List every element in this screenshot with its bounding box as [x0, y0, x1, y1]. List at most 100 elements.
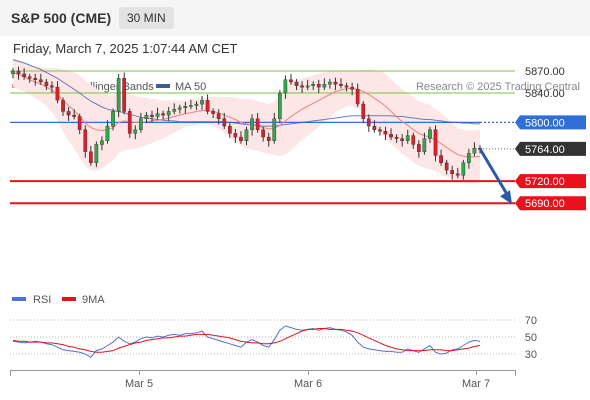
candle-body [372, 125, 377, 130]
candle-body [394, 136, 399, 139]
bollinger-band [13, 57, 480, 184]
support-price-label: 5690.00 [525, 198, 565, 210]
candle-body [361, 103, 366, 119]
candle-body [328, 81, 332, 85]
ma20-line [12, 71, 481, 158]
candle-body [33, 78, 38, 81]
candle-body [38, 79, 43, 83]
candle-body [150, 114, 154, 117]
pivot-price-label: 5800.00 [525, 117, 565, 129]
candle-body [255, 118, 260, 130]
candle-body [244, 129, 249, 141]
candle-body [289, 79, 293, 83]
timestamp: Friday, March 7, 2025 1:07:44 AM CET [13, 41, 238, 56]
candle-body [400, 138, 404, 142]
candle-body [311, 83, 315, 86]
candle-body [94, 144, 99, 163]
candle-body [455, 173, 460, 176]
candle-body [389, 133, 393, 138]
candle-body [266, 136, 271, 142]
rsi-legend-swatch [12, 297, 26, 301]
candle-body [300, 85, 304, 88]
candle-body [177, 107, 182, 110]
candle-body [383, 130, 388, 135]
support-price-label: 5720.00 [525, 176, 565, 188]
candle-body [172, 108, 177, 112]
candle-body [188, 105, 193, 107]
time-tick-label: Mar 5 [125, 378, 153, 390]
candle-body [72, 114, 76, 117]
candle-body [83, 129, 88, 152]
interval-button[interactable]: 30 MIN [119, 7, 174, 29]
candle-body [272, 118, 277, 141]
candle-body [222, 118, 227, 127]
support-price-tag [515, 174, 586, 189]
candle-body [350, 86, 354, 90]
ma50-legend-swatch [156, 84, 170, 88]
candle-body [127, 111, 132, 134]
rsi-legend-label: RSI [33, 294, 51, 306]
rsi-tick-label: 50 [525, 332, 537, 344]
candle-body [233, 133, 238, 138]
candle-body [411, 135, 416, 145]
candle-body [161, 113, 165, 116]
candle-body [100, 140, 104, 145]
projection-arrow-shaft [478, 148, 510, 197]
candle-body [355, 89, 360, 105]
candle-body [461, 162, 466, 176]
candle-body [194, 103, 199, 106]
candle-body [239, 136, 243, 142]
candle-body [339, 83, 343, 86]
candle-body [333, 81, 338, 85]
candle-body [283, 79, 288, 94]
candle-body [366, 118, 371, 127]
candle-body [472, 147, 477, 154]
rsi-plot: 30 50 70 [10, 315, 537, 361]
resistance-price-label: 5870.00 [525, 66, 565, 78]
candle-body [433, 129, 438, 156]
candle-body [27, 76, 32, 79]
candle-body [278, 92, 282, 119]
candle-body [417, 144, 421, 152]
rsi-ma-legend-label: 9MA [82, 294, 105, 306]
candle-body [55, 86, 60, 101]
candle-body [183, 105, 188, 108]
candle-body [138, 118, 143, 130]
resistance-price-label: 5840.00 [525, 88, 565, 100]
candle-body [305, 85, 310, 88]
candle-body [111, 111, 115, 127]
candle-body [11, 70, 15, 75]
candle-body [16, 70, 21, 75]
candle-body [428, 129, 432, 139]
candle-body [122, 78, 126, 112]
candle-body [211, 111, 215, 114]
current-price-label: 5764.00 [525, 144, 565, 156]
candle-body [378, 129, 382, 132]
candle-body [444, 162, 449, 171]
time-tick-label: Mar 7 [462, 378, 490, 390]
candle-body [116, 78, 121, 112]
candle-body [250, 118, 254, 130]
candle-body [44, 81, 49, 86]
candle-body [155, 113, 160, 117]
ma50-line [12, 59, 480, 127]
candle-body [344, 85, 349, 88]
candle-body [322, 83, 327, 88]
pivot-price-tag [515, 115, 586, 130]
candle-body [205, 100, 210, 112]
candle-body [450, 169, 454, 175]
symbol-title: S&P 500 (CME) [11, 10, 112, 26]
time-axis: Mar 5 Mar 6 Mar 7 [10, 370, 516, 390]
time-tick-label: Mar 6 [294, 378, 322, 390]
candle-body [200, 100, 204, 105]
ma50-legend-label: MA 50 [175, 81, 206, 93]
rsi-tick-label: 70 [525, 315, 537, 327]
support-price-tag [515, 196, 586, 211]
rsi-tick-label: 30 [525, 349, 537, 361]
candle-body [227, 125, 232, 134]
credit-label: Research © 2025 Trading Central [416, 81, 580, 93]
top-bar: S&P 500 (CME) 30 MIN [0, 0, 590, 36]
candle-body [316, 83, 321, 88]
projection-arrow-head [500, 190, 512, 205]
